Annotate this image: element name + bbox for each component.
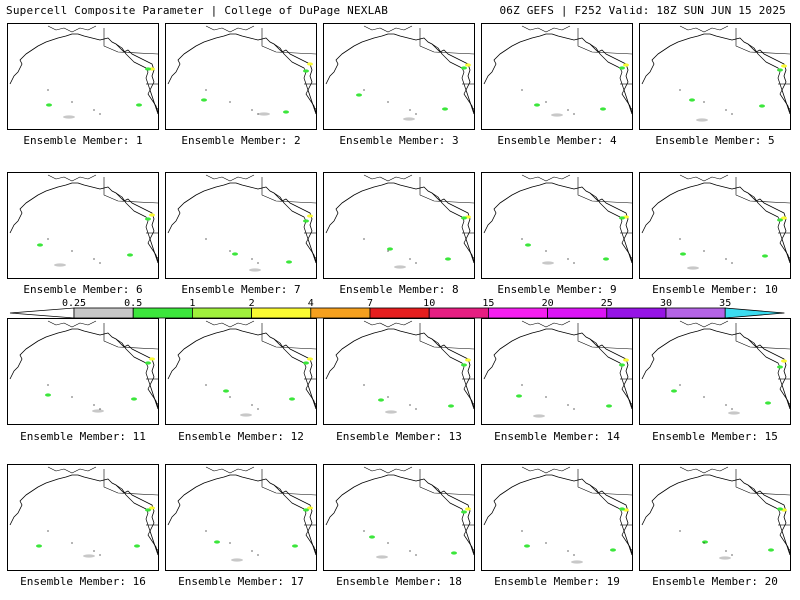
colorbar-segment <box>251 307 312 319</box>
colorbar-tick-label: 1 <box>189 298 195 309</box>
colorbar-segment <box>428 307 489 319</box>
map-outline <box>641 25 790 122</box>
colorbar-tick-label: 15 <box>482 298 494 309</box>
map-outline <box>641 320 790 415</box>
ensemble-panel-11 <box>7 318 159 425</box>
run-valid-time: 06Z GEFS | F252 Valid: 18Z SUN JUN 15 20… <box>499 4 786 17</box>
colorbar-segment <box>547 307 608 319</box>
map-outline <box>167 174 316 272</box>
map-outline <box>641 174 790 270</box>
colorbar-segment <box>487 307 548 319</box>
ensemble-caption: Ensemble Member: 8 <box>339 283 459 296</box>
ensemble-panel-13 <box>323 318 475 425</box>
ensemble-caption: Ensemble Member: 13 <box>336 430 462 443</box>
ensemble-panel-6 <box>7 172 159 279</box>
map-outline <box>483 466 632 564</box>
ensemble-panel-7 <box>165 172 317 279</box>
ensemble-caption: Ensemble Member: 3 <box>339 134 459 147</box>
ensemble-caption: Ensemble Member: 15 <box>652 430 778 443</box>
ensemble-panel-2 <box>165 23 317 130</box>
map-outline <box>167 466 316 562</box>
ensemble-panel-8 <box>323 172 475 279</box>
ensemble-caption: Ensemble Member: 17 <box>178 575 304 588</box>
colorbar-low-arrow <box>9 307 75 319</box>
map-outline <box>9 320 158 413</box>
colorbar-segment <box>310 307 371 319</box>
ensemble-panel-18 <box>323 464 475 571</box>
map-outline <box>167 25 316 116</box>
colorbar-tick-label: 35 <box>719 298 731 309</box>
color-legend: 0.25 0.5 1 2 4 7 10 15 20 25 30 35 <box>9 298 785 319</box>
ensemble-panel-19 <box>481 464 633 571</box>
ensemble-panel-16 <box>7 464 159 571</box>
map-outline <box>641 466 790 560</box>
ensemble-caption: Ensemble Member: 4 <box>497 134 617 147</box>
ensemble-panel-1 <box>7 23 159 130</box>
ensemble-caption: Ensemble Member: 6 <box>23 283 143 296</box>
ensemble-caption: Ensemble Member: 1 <box>23 134 143 147</box>
colorbar-segment <box>369 307 430 319</box>
colorbar-segment <box>132 307 193 319</box>
ensemble-caption: Ensemble Member: 10 <box>652 283 778 296</box>
colorbar-tick-label: 4 <box>308 298 314 309</box>
ensemble-caption: Ensemble Member: 20 <box>652 575 778 588</box>
colorbar-segment <box>606 307 667 319</box>
chart-title: Supercell Composite Parameter | College … <box>6 4 389 17</box>
map-outline <box>167 320 316 417</box>
ensemble-panel-14 <box>481 318 633 425</box>
ensemble-caption: Ensemble Member: 2 <box>181 134 301 147</box>
ensemble-caption: Ensemble Member: 19 <box>494 575 620 588</box>
map-outline <box>483 174 632 265</box>
map-outline <box>325 174 474 269</box>
ensemble-panel-10 <box>639 172 791 279</box>
colorbar-tick-label: 30 <box>660 298 672 309</box>
ensemble-panel-4 <box>481 23 633 130</box>
map-outline <box>483 25 632 117</box>
colorbar-tick-label: 20 <box>542 298 554 309</box>
map-outline <box>483 320 632 418</box>
colorbar-segment <box>724 307 785 319</box>
colorbar-tick-label: 2 <box>249 298 255 309</box>
ensemble-caption: Ensemble Member: 11 <box>20 430 146 443</box>
ensemble-caption: Ensemble Member: 16 <box>20 575 146 588</box>
colorbar-tick-label: 0.25 <box>62 298 86 309</box>
colorbar-segment <box>73 307 134 319</box>
ensemble-caption: Ensemble Member: 18 <box>336 575 462 588</box>
colorbar-segment <box>665 307 726 319</box>
map-outline <box>325 320 474 414</box>
ensemble-caption: Ensemble Member: 7 <box>181 283 301 296</box>
ensemble-panel-15 <box>639 318 791 425</box>
map-outline <box>325 466 474 559</box>
colorbar-tick-label: 0.5 <box>124 298 142 309</box>
map-outline <box>9 174 158 267</box>
colorbar-tick-label: 7 <box>367 298 373 309</box>
map-outline <box>9 466 158 558</box>
ensemble-caption: Ensemble Member: 9 <box>497 283 617 296</box>
ensemble-caption: Ensemble Member: 12 <box>178 430 304 443</box>
colorbar-segment <box>191 307 252 319</box>
map-outline <box>9 25 158 119</box>
ensemble-panel-9 <box>481 172 633 279</box>
ensemble-panel-5 <box>639 23 791 130</box>
ensemble-caption: Ensemble Member: 5 <box>655 134 775 147</box>
ensemble-panel-3 <box>323 23 475 130</box>
ensemble-caption: Ensemble Member: 14 <box>494 430 620 443</box>
colorbar-tick-label: 25 <box>601 298 613 309</box>
ensemble-panel-20 <box>639 464 791 571</box>
ensemble-panel-12 <box>165 318 317 425</box>
ensemble-panel-17 <box>165 464 317 571</box>
colorbar-tick-label: 10 <box>423 298 435 309</box>
map-outline <box>325 25 474 121</box>
